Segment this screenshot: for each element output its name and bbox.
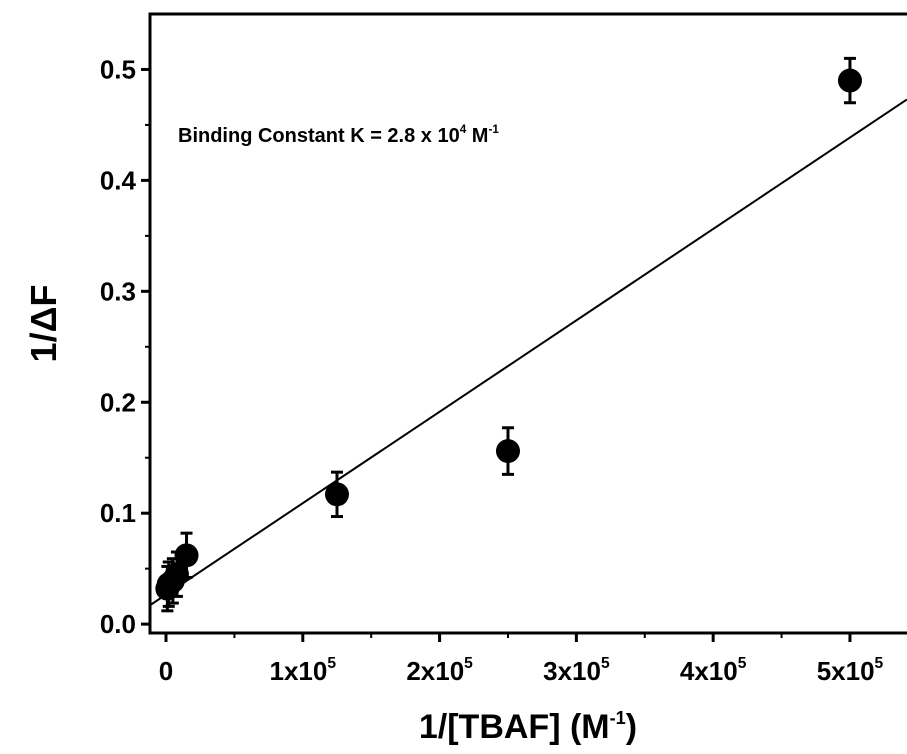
x-tick-label-part: 4x10 (680, 656, 738, 686)
point (324, 482, 349, 507)
x-axis-title: 1/[TBAF] (M-1) (419, 708, 637, 746)
x-tick-label: 1x105 (270, 655, 337, 686)
point (495, 439, 520, 464)
annotation-part: -1 (488, 123, 499, 136)
point (174, 543, 199, 568)
x-tick-label: 0 (159, 656, 173, 686)
annotation-part: Binding Constant K = 2.8 x 10 (178, 125, 460, 147)
fit-line (149, 98, 907, 607)
x-axis-title-part: -1 (610, 708, 626, 728)
x-tick-label-part: 2x10 (406, 656, 464, 686)
x-tick-label-part: 5 (738, 655, 747, 672)
y-tick-label: 0.4 (100, 165, 137, 195)
x-tick-label: 2x105 (406, 655, 473, 686)
y-tick-label: 0.3 (100, 276, 136, 306)
y-axis-title: 1/ΔF (23, 285, 64, 363)
point (837, 68, 862, 93)
y-tick-label: 0.0 (100, 609, 136, 639)
annotation: Binding Constant K = 2.8 x 104 M-1 (178, 123, 499, 147)
y-tick-label: 0.1 (100, 498, 136, 528)
x-axis-title-part: ) (626, 708, 637, 746)
x-tick-label-part: 5x10 (817, 656, 875, 686)
x-tick-label: 5x105 (817, 655, 884, 686)
annotation-part: M (466, 125, 488, 147)
annotation-part: 4 (460, 123, 467, 136)
x-tick-label: 3x105 (543, 655, 610, 686)
x-tick-label: 4x105 (680, 655, 747, 686)
x-tick-label-part: 3x10 (543, 656, 601, 686)
y-tick-label: 0.2 (100, 387, 136, 417)
y-tick-label: 0.5 (100, 54, 136, 84)
x-tick-label-part: 5 (601, 655, 610, 672)
x-axis-title-part: 1/[TBAF] (M (419, 708, 610, 746)
x-tick-label-part: 5 (464, 655, 473, 672)
x-tick-label-part: 5 (327, 655, 336, 672)
x-tick-label-part: 1x10 (270, 656, 328, 686)
x-tick-label-part: 5 (875, 655, 884, 672)
point (164, 562, 189, 587)
